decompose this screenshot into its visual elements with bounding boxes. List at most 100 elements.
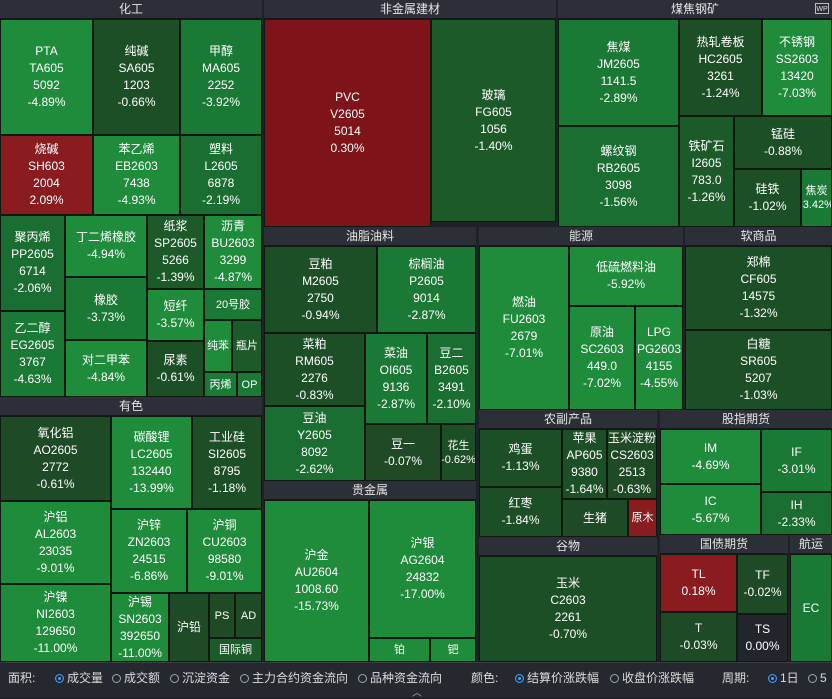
chevron-up-icon[interactable]: ︿ xyxy=(412,688,422,699)
tile-c[interactable]: 玉米 C2603 2261 -0.70% xyxy=(479,556,657,662)
tile-pta[interactable]: PTA TA605 5092 -4.89% xyxy=(0,19,93,135)
tile-bz[interactable]: 纯苯 xyxy=(204,320,232,372)
tile-ad[interactable]: AD xyxy=(235,593,262,638)
tile-sc[interactable]: 原油 SC2603 449.0 -7.02% xyxy=(569,306,635,410)
period-option-1d[interactable]: 1日 xyxy=(768,670,799,686)
tile-ni[interactable]: 沪镍 NI2603 129650 -11.00% xyxy=(0,584,111,662)
tile-p[interactable]: 棕榈油 P2605 9014 -2.87% xyxy=(377,246,476,333)
tile-ic[interactable]: IC -5.67% xyxy=(660,484,761,535)
tile-ur[interactable]: 尿素 -0.61% xyxy=(147,341,204,397)
tile-sp[interactable]: 纸浆 SP2605 5266 -1.39% xyxy=(147,215,204,289)
tile-change: -4.94% xyxy=(86,247,126,261)
tile-y[interactable]: 豆油 Y2605 8092 -2.62% xyxy=(264,406,365,481)
tile-if[interactable]: IF -3.01% xyxy=(761,429,832,492)
tile-pr[interactable]: 瓶片 xyxy=(232,320,262,372)
tile-ru[interactable]: 橡胶 -3.73% xyxy=(65,277,147,340)
corner-badge[interactable]: WP xyxy=(815,3,829,14)
tile-rm[interactable]: 菜粕 RM605 2276 -0.83% xyxy=(264,333,365,406)
tile-m[interactable]: 豆粕 M2605 2750 -0.94% xyxy=(264,246,377,333)
area-option-main-flow[interactable]: 主力合约资金流向 xyxy=(240,670,348,686)
tile-sm[interactable]: 锰硅 -0.88% xyxy=(734,116,832,169)
tile-rb[interactable]: 螺纹钢 RB2605 3098 -1.56% xyxy=(558,126,679,227)
tile-change: -1.39% xyxy=(156,270,195,284)
tile-br[interactable]: 丁二烯橡胶 -4.94% xyxy=(65,215,147,277)
tile-ss[interactable]: 不锈钢 SS2603 13420 -7.03% xyxy=(762,19,832,116)
tile-pt[interactable]: 铂 xyxy=(369,638,430,662)
tile-pk[interactable]: 花生 -0.62% xyxy=(441,424,476,481)
tile-tl[interactable]: TL 0.18% xyxy=(660,554,737,612)
tile-sf[interactable]: 硅铁 -1.02% xyxy=(734,169,801,227)
area-option-variety-flow[interactable]: 品种资金流向 xyxy=(358,670,442,686)
tile-t[interactable]: T -0.03% xyxy=(660,612,737,662)
tile-pg[interactable]: LPG PG2603 4155 -4.55% xyxy=(635,306,683,410)
tile-jd[interactable]: 鸡蛋 -1.13% xyxy=(479,429,562,487)
tile-ec[interactable]: EC xyxy=(790,554,832,662)
tile-pb[interactable]: 沪铅 xyxy=(169,593,209,662)
tile-si[interactable]: 工业硅 SI2605 8795 -1.18% xyxy=(192,416,262,509)
tile-price: 2750 xyxy=(307,290,334,305)
tile-px[interactable]: 对二甲苯 -4.84% xyxy=(65,340,147,397)
tile-i[interactable]: 铁矿石 I2605 783.0 -1.26% xyxy=(679,116,734,227)
tile-hc[interactable]: 热轧卷板 HC2605 3261 -1.24% xyxy=(679,19,762,116)
tile-pp[interactable]: 聚丙烯 PP2605 6714 -2.06% xyxy=(0,215,65,311)
tile-ao[interactable]: 氧化铝 AO2605 2772 -0.61% xyxy=(0,416,111,501)
tile-name: 丁二烯橡胶 xyxy=(75,230,136,244)
tile-lu[interactable]: 低硫燃料油 -5.92% xyxy=(569,246,683,306)
tile-sa[interactable]: 纯碱 SA605 1203 -0.66% xyxy=(93,19,180,135)
tile-lh[interactable]: 生猪 xyxy=(562,499,628,537)
tile-cf[interactable]: 郑棉 CF605 14575 -1.32% xyxy=(685,246,832,330)
tile-jm[interactable]: 焦煤 JM2605 1141.5 -2.89% xyxy=(558,19,679,126)
tile-bc[interactable]: 国际铜 xyxy=(209,638,262,662)
tile-change: -3.42% xyxy=(802,199,832,211)
period-option-5d[interactable]: 5 xyxy=(808,670,827,686)
color-option-close[interactable]: 收盘价涨跌幅 xyxy=(610,670,694,686)
tile-cu[interactable]: 沪铜 CU2603 98580 -9.01% xyxy=(187,509,262,593)
color-option-settle[interactable]: 结算价涨跌幅 xyxy=(515,670,599,686)
tile-zn[interactable]: 沪锌 ZN2603 24515 -6.86% xyxy=(111,509,187,593)
tile-oi[interactable]: 菜油 OI605 9136 -2.87% xyxy=(365,333,427,424)
tile-sh[interactable]: 烧碱 SH603 2004 2.09% xyxy=(0,135,93,215)
tile-code: AO2605 xyxy=(33,442,78,457)
area-option-capital[interactable]: 沉淀资金 xyxy=(170,670,230,686)
area-option-volume[interactable]: 成交量 xyxy=(55,670,103,686)
tile-code: AU2604 xyxy=(294,565,339,579)
tile-price: 2276 xyxy=(301,370,328,385)
tile-price: 2513 xyxy=(618,465,646,479)
tile-l[interactable]: 塑料 L2605 6878 -2.19% xyxy=(180,135,262,215)
tile-pl[interactable]: 丙烯 xyxy=(204,372,237,397)
tile-ps[interactable]: PS xyxy=(209,593,235,638)
tile-lg[interactable]: 原木 xyxy=(628,499,657,537)
tile-fu[interactable]: 燃油 FU2603 2679 -7.01% xyxy=(479,246,569,410)
tile-j[interactable]: 焦炭 -3.42% xyxy=(801,169,832,227)
tile-eb[interactable]: 苯乙烯 EB2603 7438 -4.93% xyxy=(93,135,180,215)
tile-pf[interactable]: 短纤 -3.57% xyxy=(147,289,204,341)
tile-fg[interactable]: 玻璃 FG605 1056 -1.40% xyxy=(431,19,556,222)
tile-tf[interactable]: TF -0.02% xyxy=(737,554,788,614)
tile-a[interactable]: 豆一 -0.07% xyxy=(365,424,441,481)
tile-ap[interactable]: 苹果 AP605 9380 -1.64% xyxy=(562,429,607,499)
tile-ts[interactable]: TS 0.00% xyxy=(737,614,788,662)
tile-bu[interactable]: 沥青 BU2603 3299 -4.87% xyxy=(204,215,262,289)
tile-name: 棕榈油 xyxy=(408,256,445,271)
tile-au[interactable]: 沪金 AU2604 1008.60 -15.73% xyxy=(264,500,369,662)
tile-name: PS xyxy=(214,609,230,622)
tile-v[interactable]: PVC V2605 5014 0.30% xyxy=(264,19,431,227)
tile-ma[interactable]: 甲醇 MA605 2252 -3.92% xyxy=(180,19,262,135)
tile-im[interactable]: IM -4.69% xyxy=(660,429,761,484)
tile-op[interactable]: OP xyxy=(237,372,262,397)
tile-lc[interactable]: 碳酸锂 LC2605 132440 -13.99% xyxy=(111,416,192,509)
tile-eg[interactable]: 乙二醇 EG2605 3767 -4.63% xyxy=(0,311,65,397)
tile-cj[interactable]: 红枣 -1.84% xyxy=(479,487,562,537)
tile-ag[interactable]: 沪银 AG2604 24832 -17.00% xyxy=(369,500,476,638)
tile-name: 燃油 xyxy=(511,295,536,309)
tile-sr[interactable]: 白糖 SR605 5207 -1.03% xyxy=(685,330,832,410)
tile-nr[interactable]: 20号胶 xyxy=(204,289,262,320)
tile-pd[interactable]: 钯 xyxy=(430,638,476,662)
tile-name: 纯碱 xyxy=(124,44,149,58)
tile-cs[interactable]: 玉米淀粉 CS2603 2513 -0.63% xyxy=(607,429,657,499)
tile-ih[interactable]: IH -2.33% xyxy=(761,492,832,535)
area-option-turnover[interactable]: 成交额 xyxy=(112,670,160,686)
tile-b[interactable]: 豆二 B2605 3491 -2.10% xyxy=(427,333,476,424)
tile-sn[interactable]: 沪锡 SN2603 392650 -11.00% xyxy=(111,593,169,662)
tile-al[interactable]: 沪铝 AL2603 23035 -9.01% xyxy=(0,501,111,584)
